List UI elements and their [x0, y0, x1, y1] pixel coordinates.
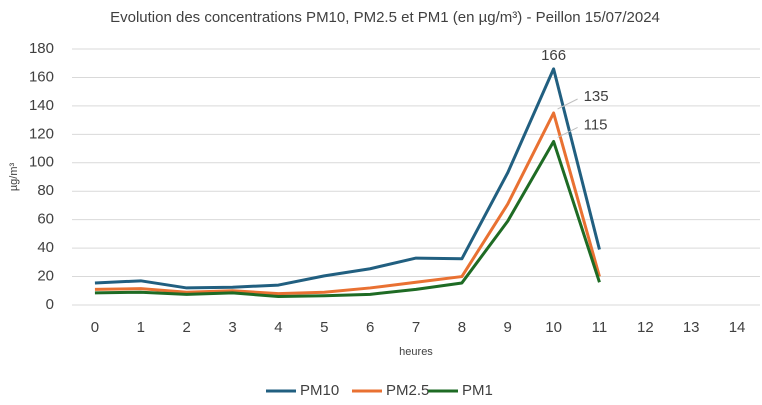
x-tick-label: 10	[545, 319, 562, 336]
x-tick-label: 8	[458, 319, 466, 336]
legend-label: PM10	[300, 382, 339, 399]
x-axis-label: heures	[399, 346, 433, 358]
x-tick-label: 6	[366, 319, 374, 336]
x-tick-label: 7	[412, 319, 420, 336]
series-line	[94, 67, 601, 290]
y-tick-label: 180	[29, 40, 54, 57]
x-tick-label: 1	[137, 319, 145, 336]
x-tick-label: 14	[729, 319, 746, 336]
y-tick-label: 160	[29, 68, 54, 85]
x-tick-label: 4	[274, 319, 282, 336]
data-label: 135	[584, 88, 609, 105]
leader-line	[557, 98, 578, 110]
legend-label: PM2.5	[386, 382, 429, 399]
y-tick-label: 40	[37, 239, 54, 256]
y-tick-label: 120	[29, 125, 54, 142]
x-tick-label: 5	[320, 319, 328, 336]
leader-line	[557, 126, 578, 138]
x-tick-label: 3	[228, 319, 236, 336]
x-tick-label: 13	[683, 319, 700, 336]
y-tick-label: 80	[37, 182, 54, 199]
x-tick-label: 12	[637, 319, 654, 336]
y-tick-label: 100	[29, 154, 54, 171]
x-tick-label: 9	[504, 319, 512, 336]
x-tick-label: 11	[592, 319, 608, 336]
y-tick-label: 0	[46, 296, 54, 313]
y-tick-label: 140	[29, 97, 54, 114]
series-line	[94, 139, 601, 298]
data-label: 115	[584, 116, 608, 133]
series-line	[94, 111, 601, 296]
x-tick-label: 2	[182, 319, 190, 336]
y-tick-label: 60	[37, 211, 54, 228]
data-label: 166	[541, 47, 566, 64]
y-tick-label: 20	[37, 268, 54, 285]
chart-title: Evolution des concentrations PM10, PM2.5…	[110, 9, 660, 26]
y-axis-label: µg/m³	[8, 162, 20, 191]
legend-label: PM1	[462, 382, 493, 399]
x-tick-label: 0	[91, 319, 99, 336]
